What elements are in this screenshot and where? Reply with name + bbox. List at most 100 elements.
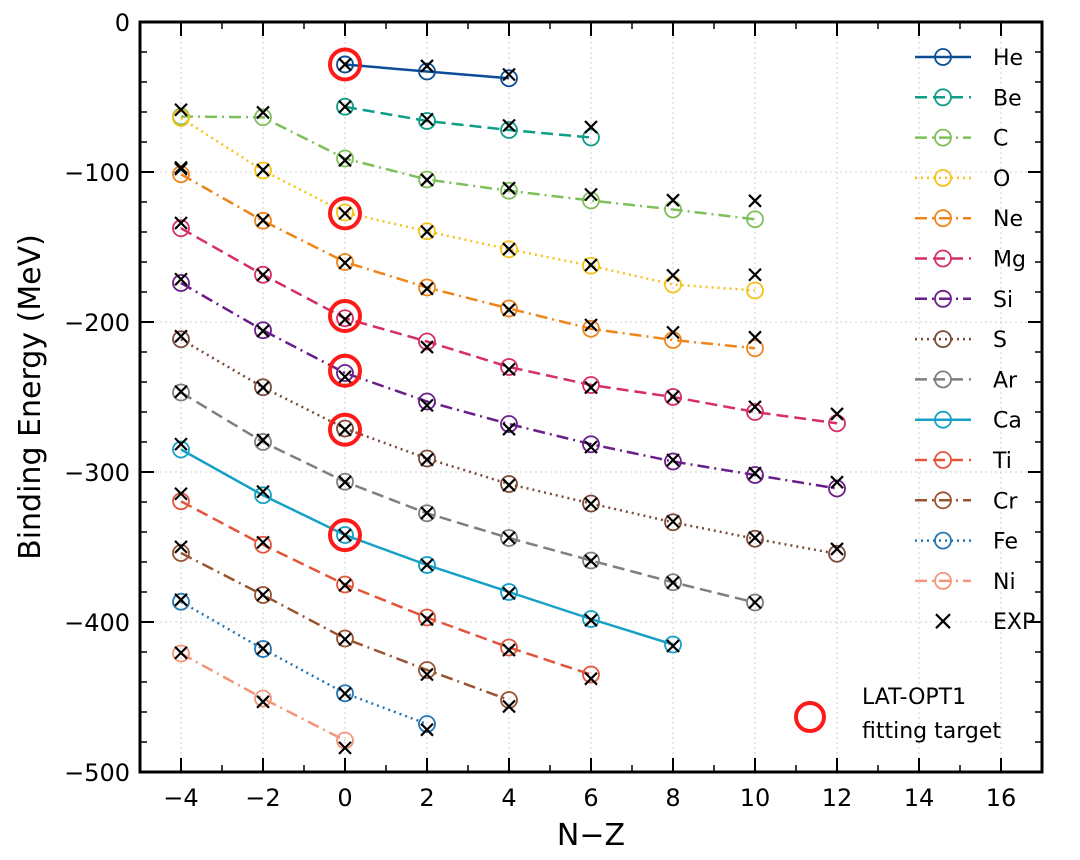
data-point-o [582, 256, 600, 275]
data-point-ar [418, 504, 436, 523]
data-point-s [746, 529, 764, 548]
exp-point [748, 530, 762, 545]
exp-point [256, 484, 270, 499]
data-point-ar [336, 472, 354, 491]
legend-marker [934, 572, 952, 590]
series-cr [172, 544, 518, 709]
data-point-c [746, 210, 764, 229]
data-point-o [500, 240, 518, 259]
data-point-cr [418, 661, 436, 679]
exp-point [502, 302, 516, 317]
data-point-mg [254, 265, 272, 284]
legend-marker [934, 209, 952, 228]
exp-point [666, 639, 680, 653]
exp-point [666, 514, 680, 529]
exp-point [502, 586, 516, 601]
exp-point [338, 528, 352, 542]
data-point-si [254, 321, 272, 340]
fitting-target-point [328, 518, 362, 553]
data-point-si [500, 415, 518, 433]
y-tick-label: −100 [64, 159, 130, 187]
exp-point [174, 384, 188, 399]
legend-marker [934, 249, 952, 268]
data-point-o [336, 203, 354, 222]
data-point-be [582, 128, 600, 147]
exp-point [748, 194, 762, 208]
data-point-c [500, 181, 518, 200]
legend-marker [934, 410, 952, 429]
exp-point [174, 272, 188, 287]
data-point-ca [336, 526, 354, 544]
data-point-ar [172, 383, 190, 402]
data-point-si [172, 274, 190, 292]
exp-point [256, 535, 270, 550]
legend-label: He [993, 46, 1023, 71]
exp-point [420, 506, 434, 520]
data-point-s [172, 330, 190, 349]
series-line-he [344, 63, 510, 80]
legend-label: O [993, 167, 1010, 192]
data-point-ar [664, 573, 682, 592]
legend-label: Fe [993, 530, 1018, 555]
data-point-he [418, 62, 436, 81]
exp-point [584, 318, 598, 332]
legend-entry-cr: Cr [915, 489, 1018, 514]
data-point-be [500, 121, 518, 139]
legend-marker [934, 88, 952, 107]
exp-point [174, 216, 188, 230]
exp-point [174, 437, 188, 451]
legend-label: Si [993, 288, 1013, 313]
legend-entry-ne: Ne [915, 207, 1023, 232]
data-point-c [418, 170, 436, 189]
exp-point [748, 400, 762, 414]
series-fe [172, 592, 436, 733]
data-point-s [254, 378, 272, 397]
annotation-marker [794, 701, 826, 733]
annotation-line-2: fitting target [862, 719, 1001, 744]
exp-point [584, 497, 598, 511]
data-point-ar [254, 433, 272, 451]
legend-marker [934, 128, 952, 147]
data-point-mg [172, 219, 190, 238]
exp-point [338, 57, 352, 72]
legend-entry-mg: Mg [915, 248, 1026, 273]
exp-point [502, 699, 516, 714]
x-tick-label: −4 [163, 784, 198, 812]
series-line-si [180, 281, 838, 490]
legend-entry-ca: Ca [915, 409, 1022, 434]
exp-point [502, 118, 516, 133]
fitting-target-point [328, 299, 362, 333]
exp-point [420, 173, 434, 187]
data-point-ca [500, 583, 518, 601]
data-point-ti [582, 665, 600, 684]
x-tick-label: 14 [904, 784, 935, 812]
y-tick-label: 0 [115, 9, 130, 37]
series-be [336, 97, 600, 147]
data-point-s [582, 494, 600, 513]
exp-point [666, 268, 680, 283]
exp-point [584, 554, 598, 568]
data-point-ca [418, 556, 436, 574]
series-line-ar [180, 391, 756, 604]
exp-point [748, 267, 762, 282]
legend-entry-si: Si [915, 288, 1013, 313]
data-point-ni [254, 689, 272, 708]
series-line-mg [180, 227, 838, 425]
legend-entry-be: Be [915, 86, 1022, 111]
data-point-mg [746, 403, 764, 421]
exp-point [584, 258, 598, 272]
series-si [172, 274, 846, 498]
exp-point [420, 612, 434, 627]
exp-point [174, 102, 188, 117]
data-point-s [336, 419, 354, 438]
x-tick-label: 6 [583, 784, 598, 812]
exp-point [338, 369, 352, 384]
data-point-ne [418, 278, 436, 297]
exp-point [830, 475, 844, 489]
series-line-ti [180, 500, 592, 676]
legend-label: Cr [993, 489, 1018, 514]
data-point-cr [172, 544, 190, 562]
series-line-ne [180, 173, 756, 350]
data-point-mg [418, 332, 436, 351]
